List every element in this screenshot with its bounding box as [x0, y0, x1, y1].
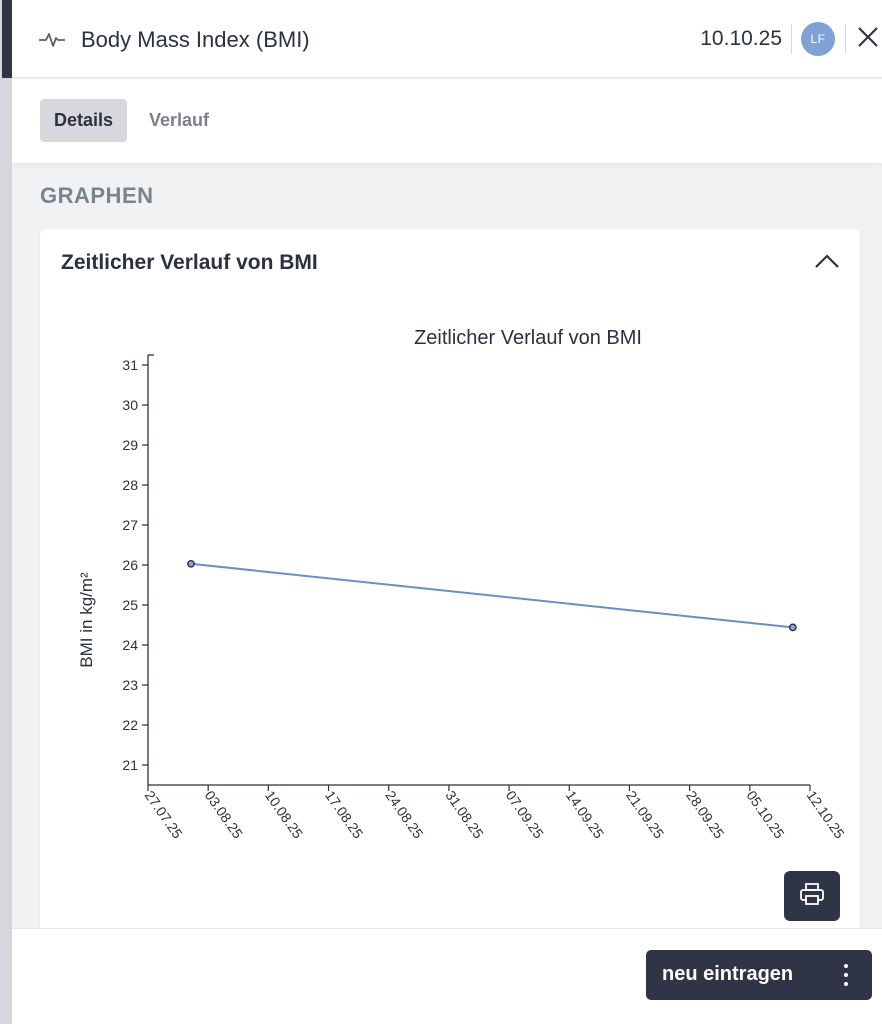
divider: [791, 24, 792, 54]
x-tick-label: 07.09.25: [503, 788, 547, 842]
tab-bar: Details Verlauf: [12, 79, 882, 163]
divider: [845, 24, 846, 54]
y-tick-label: 26: [122, 557, 138, 573]
x-tick-label: 03.08.25: [202, 788, 246, 842]
y-tick-label: 27: [122, 517, 138, 533]
tab-details[interactable]: Details: [40, 99, 128, 142]
x-tick-label: 27.07.25: [142, 788, 186, 842]
y-axis-label: BMI in kg/m²: [77, 572, 96, 668]
x-tick-label: 14.09.25: [563, 788, 607, 842]
x-tick-label: 10.08.25: [262, 788, 306, 842]
left-edge: [0, 0, 12, 1024]
x-tick-label: 12.10.25: [804, 788, 848, 842]
y-tick-label: 29: [122, 437, 138, 453]
y-tick-label: 31: [122, 357, 138, 373]
data-point: [187, 559, 195, 568]
bmi-chart: Zeitlicher Verlauf von BMI BMI in kg/m² 21…: [77, 327, 848, 842]
data-point: [788, 623, 797, 632]
x-tick-label: 31.08.25: [442, 788, 486, 842]
print-button[interactable]: [784, 871, 840, 921]
left-accent-bar: [2, 0, 12, 78]
series-line: [190, 562, 793, 629]
y-tick-label: 28: [122, 477, 138, 493]
header-date: 10.10.25: [700, 27, 782, 50]
x-tick-label: 17.08.25: [322, 788, 366, 842]
y-tick-label: 22: [122, 717, 138, 733]
y-tick-label: 24: [122, 637, 138, 653]
card-title: Zeitlicher Verlauf von BMI: [61, 251, 318, 274]
x-tick-label: 28.09.25: [683, 788, 727, 842]
chart-title: Zeitlicher Verlauf von BMI: [414, 327, 642, 349]
x-tick-label: 24.08.25: [382, 788, 426, 842]
chevron-up-icon[interactable]: [813, 251, 841, 276]
close-icon[interactable]: [857, 26, 879, 53]
y-tick-label: 30: [122, 397, 138, 413]
y-tick-label: 23: [122, 677, 138, 693]
more-vertical-icon[interactable]: [836, 964, 856, 986]
y-tick-label: 25: [122, 597, 138, 613]
x-tick-label: 21.09.25: [623, 788, 667, 842]
new-entry-label: neu eintragen: [662, 963, 794, 985]
panel-header: Body Mass Index (BMI) 10.10.25 LF: [12, 0, 882, 78]
pulse-icon: [38, 28, 66, 55]
new-entry-button[interactable]: neu eintragen: [646, 950, 872, 1000]
bmi-panel: Body Mass Index (BMI) 10.10.25 LF Detail…: [12, 0, 882, 1024]
tab-verlauf[interactable]: Verlauf: [149, 110, 210, 130]
section-title: GRAPHEN: [40, 183, 154, 208]
avatar[interactable]: LF: [801, 22, 835, 56]
footer-bar: neu eintragen: [12, 928, 882, 1024]
y-tick-label: 21: [122, 757, 138, 773]
page-title: Body Mass Index (BMI): [81, 27, 310, 52]
x-tick-label: 05.10.25: [743, 788, 787, 842]
chart-card: Zeitlicher Verlauf von BMI BMI in kg/m² 21…: [40, 229, 860, 949]
printer-icon: [799, 882, 825, 911]
